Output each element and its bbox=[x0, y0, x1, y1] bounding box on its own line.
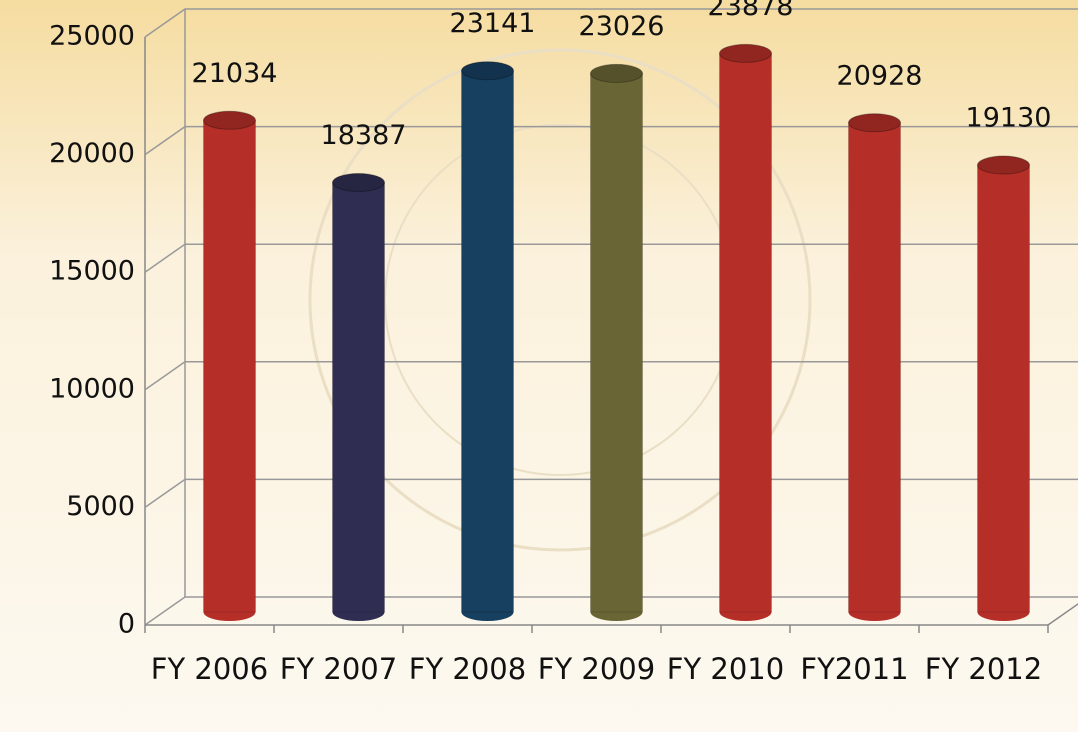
value-label: 23026 bbox=[579, 11, 665, 42]
floor-edge bbox=[1047, 603, 1078, 626]
value-label: 23878 bbox=[708, 0, 794, 22]
grid-line bbox=[144, 361, 1078, 391]
value-label: 21034 bbox=[192, 58, 278, 89]
grid-line bbox=[144, 125, 1078, 156]
bar-top bbox=[719, 43, 772, 63]
value-label: 18387 bbox=[321, 120, 407, 151]
bar bbox=[977, 165, 1030, 613]
y-tick-label: 15000 bbox=[49, 256, 135, 287]
y-tick-label: 20000 bbox=[49, 138, 135, 169]
bar bbox=[461, 70, 514, 612]
grid-line bbox=[144, 478, 1078, 509]
value-label: 23141 bbox=[450, 8, 536, 39]
value-label: 20928 bbox=[837, 60, 923, 91]
bar bbox=[719, 53, 772, 612]
bar-top bbox=[848, 113, 901, 133]
seal-watermark bbox=[308, 48, 812, 552]
bar-top bbox=[461, 61, 514, 81]
y-tick-label: 10000 bbox=[49, 373, 135, 404]
x-tick-label: FY2011 bbox=[800, 652, 909, 686]
bar-top bbox=[332, 173, 385, 193]
bar bbox=[590, 73, 643, 613]
x-tick-label: FY 2010 bbox=[666, 652, 785, 686]
y-tick-label: 5000 bbox=[66, 491, 135, 522]
grid-line bbox=[144, 596, 1078, 626]
bar-top bbox=[977, 155, 1030, 175]
y-tick-label: 0 bbox=[118, 609, 135, 640]
bar-top bbox=[590, 63, 643, 83]
x-tick-label: FY 2009 bbox=[537, 652, 656, 686]
x-tick-label: FY 2012 bbox=[924, 652, 1043, 686]
bar bbox=[848, 122, 901, 612]
bar-top bbox=[203, 110, 256, 130]
grid-line bbox=[144, 8, 1078, 38]
x-tick-label: FY 2008 bbox=[408, 652, 527, 686]
x-tick-label: FY 2006 bbox=[150, 652, 269, 686]
grid-line bbox=[144, 243, 1078, 273]
bar bbox=[332, 182, 385, 612]
bar bbox=[203, 120, 256, 612]
value-label: 19130 bbox=[966, 103, 1052, 134]
y-tick-label: 25000 bbox=[49, 21, 135, 52]
x-tick-label: FY 2007 bbox=[279, 652, 398, 686]
